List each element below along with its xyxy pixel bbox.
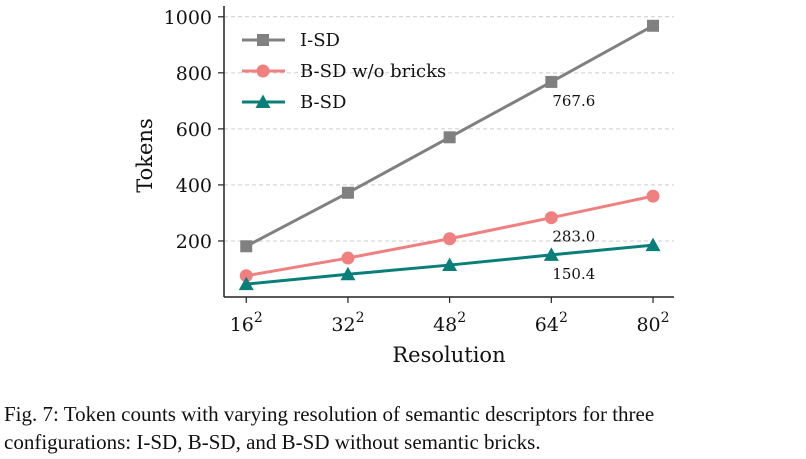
x-tick-label-16: 162 (230, 310, 263, 336)
point-b-sd-w-o-bricks-64 (544, 211, 558, 225)
point-b-sd-w-o-bricks-48 (443, 232, 457, 246)
point-b-sd-32 (340, 266, 356, 281)
legend: I-SD B-SD w/o bricks B-SD (242, 30, 446, 113)
x-tick-label-48: 482 (433, 310, 466, 336)
legend-marker-i-sd (257, 34, 269, 46)
legend-label-b-sd-w-o-bricks: B-SD w/o bricks (300, 61, 446, 82)
point-b-sd-64 (543, 247, 559, 261)
x-tick-label-64: 642 (535, 310, 568, 336)
axes: 200 400 600 800 1000 162 322 482 642 802 (164, 6, 674, 336)
y-tick-label-600: 600 (176, 119, 212, 141)
point-b-sd-16 (238, 276, 254, 291)
y-tick-label-200: 200 (176, 231, 212, 253)
caption-line-1: Fig. 7: Token counts with varying resolu… (4, 402, 655, 426)
point-i-sd-80 (647, 19, 660, 32)
point-i-sd-32 (341, 186, 354, 199)
point-i-sd-64 (545, 75, 558, 88)
y-tick-label-1000: 1000 (164, 7, 212, 29)
caption-line-2: configurations: I-SD, B-SD, and B-SD wit… (4, 430, 541, 454)
data-labels: 767.6 283.0 150.4 (552, 92, 595, 283)
series-group (238, 19, 661, 291)
legend-label-i-sd: I-SD (300, 30, 340, 51)
point-b-sd-w-o-bricks-32 (341, 251, 355, 265)
data-label-150-4: 150.4 (552, 265, 595, 283)
y-axis-label: Tokens (133, 118, 157, 192)
legend-label-b-sd: B-SD (300, 92, 346, 113)
point-b-sd-w-o-bricks-16 (239, 269, 253, 283)
legend-marker-b-sd-w-o-bricks (256, 64, 270, 78)
figure-caption: Fig. 7: Token counts with varying resolu… (4, 400, 806, 456)
data-label-283-0: 283.0 (552, 228, 595, 246)
x-tick-label-80: 802 (636, 310, 669, 336)
point-b-sd-80 (645, 237, 661, 252)
x-axis-label: Resolution (392, 343, 505, 367)
data-label-767-6: 767.6 (552, 92, 595, 110)
point-i-sd-16 (240, 240, 253, 253)
point-b-sd-48 (442, 257, 458, 272)
token-resolution-chart: 200 400 600 800 1000 162 322 482 642 802 767.6 283… (133, 6, 674, 367)
point-i-sd-48 (443, 131, 456, 144)
y-tick-label-400: 400 (176, 175, 212, 197)
point-b-sd-w-o-bricks-80 (646, 189, 660, 203)
y-tick-label-800: 800 (176, 63, 212, 85)
x-tick-label-32: 322 (331, 310, 364, 336)
legend-marker-b-sd (255, 94, 271, 108)
